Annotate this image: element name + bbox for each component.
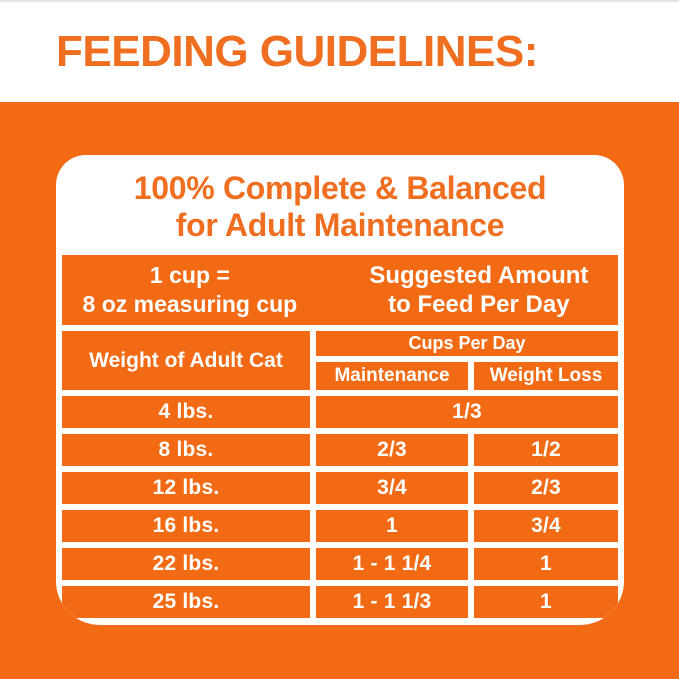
guidelines-card: 100% Complete & Balanced for Adult Maint…	[56, 155, 624, 625]
table-row-weight: 12 lbs.	[62, 472, 310, 504]
info-band: 1 cup = 8 oz measuring cup Suggested Amo…	[62, 255, 618, 325]
table-row-maintenance-value: 2/3	[316, 434, 468, 466]
page-title: FEEDING GUIDELINES:	[56, 27, 538, 76]
table-row-merged-value: 1/3	[316, 396, 618, 428]
feeding-table: 1 cup = 8 oz measuring cup Suggested Amo…	[62, 255, 618, 618]
column-header-weight-loss: Weight Loss	[474, 362, 618, 390]
table-row-weight-loss-value: 1	[474, 586, 618, 618]
table-row-weight: 25 lbs.	[62, 586, 310, 618]
suggested-note-line2: to Feed Per Day	[388, 291, 570, 318]
table-row-weight: 8 lbs.	[62, 434, 310, 466]
table-row-maintenance-value: 1 - 1 1/4	[316, 548, 468, 580]
suggested-note-line1: Suggested Amount	[369, 262, 589, 289]
table-row-weight: 16 lbs.	[62, 510, 310, 542]
card-heading-line1: 100% Complete & Balanced	[133, 170, 547, 206]
table-row-maintenance-value: 1	[316, 510, 468, 542]
suggested-amount-note: Suggested Amount to Feed Per Day	[318, 261, 618, 319]
column-header-weight: Weight of Adult Cat	[62, 331, 310, 390]
cup-note-line2: 8 oz measuring cup	[82, 291, 298, 317]
table-row-weight: 22 lbs.	[62, 548, 310, 580]
cup-equivalence-note: 1 cup = 8 oz measuring cup	[62, 261, 318, 319]
column-header-cups-per-day: Cups Per Day	[316, 331, 618, 356]
cup-note-line1: 1 cup =	[149, 262, 230, 288]
card-heading-line2: for Adult Maintenance	[175, 207, 505, 243]
table-row-maintenance-value: 3/4	[316, 472, 468, 504]
column-header-maintenance: Maintenance	[316, 362, 468, 390]
table-row-weight-loss-value: 2/3	[474, 472, 618, 504]
title-band: FEEDING GUIDELINES:	[0, 0, 679, 102]
table-row-weight-loss-value: 1/2	[474, 434, 618, 466]
card-heading: 100% Complete & Balanced for Adult Maint…	[62, 155, 618, 255]
table-row-weight-loss-value: 3/4	[474, 510, 618, 542]
table-row-weight: 4 lbs.	[62, 396, 310, 428]
table-row-weight-loss-value: 1	[474, 548, 618, 580]
table-row-maintenance-value: 1 - 1 1/3	[316, 586, 468, 618]
